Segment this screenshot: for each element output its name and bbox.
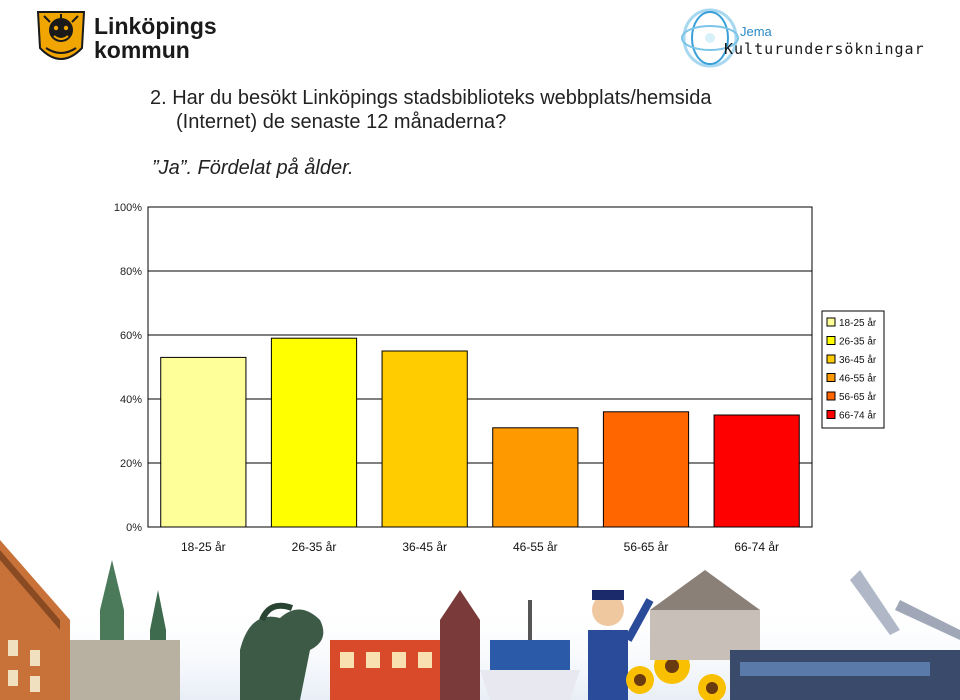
legend-label: 26-35 år: [839, 336, 877, 348]
legend-label: 56-65 år: [839, 391, 877, 403]
bar-4: [492, 427, 579, 528]
question-title: 2. Har du besökt Linköpings stadsbibliot…: [150, 86, 870, 134]
bar-2: [270, 337, 358, 528]
x-tick-label: 18-25 år: [181, 540, 226, 554]
legend-label: 36-45 år: [839, 354, 877, 366]
x-tick-label: 56-65 år: [624, 540, 669, 554]
bar-3: [381, 350, 468, 528]
legend-label: 46-55 år: [839, 373, 877, 385]
linkopings-kommun-logo: Linköpings kommun: [32, 8, 222, 68]
logo-wordmark: Linköpings kommun: [94, 14, 217, 62]
legend-box: [821, 310, 885, 429]
y-tick-label: 100%: [114, 202, 142, 214]
logo-kulturundersokningar-label: Kulturundersökningar: [724, 40, 925, 58]
logo-line-1: Linköpings: [94, 13, 217, 39]
legend-swatch: [826, 410, 836, 419]
bar-6: [713, 414, 800, 528]
y-tick-label: 40%: [120, 394, 142, 406]
bar-1: [160, 356, 247, 528]
x-tick-label: 66-74 år: [734, 540, 779, 554]
legend-swatch: [826, 391, 836, 401]
kulturundersokningar-logo: Jema Kulturundersökningar: [680, 4, 950, 72]
legend-label: 66-74 år: [839, 410, 877, 422]
question-title-line-2: (Internet) de senaste 12 månaderna?: [176, 111, 507, 133]
legend-label: 18-25 år: [839, 317, 877, 329]
x-tick-label: 26-35 år: [292, 540, 337, 554]
y-tick-label: 80%: [120, 266, 142, 278]
question-subtitle: ”Ja”. Fördelat på ålder.: [152, 157, 354, 179]
legend-swatch: [826, 373, 836, 382]
legend-swatch: [826, 336, 836, 345]
bar-5: [602, 411, 690, 528]
plot-frame: [147, 206, 813, 528]
y-tick-label: 20%: [120, 458, 142, 470]
x-tick-label: 36-45 år: [402, 540, 447, 554]
swirl-globe-icon: [681, 8, 739, 68]
logo-jema-label: Jema: [740, 24, 772, 39]
city-skyline-illustration: [0, 540, 960, 700]
y-tick-label: 0%: [126, 522, 142, 534]
x-tick-label: 46-55 år: [513, 540, 558, 554]
question-title-line-1: 2. Har du besökt Linköpings stadsbibliot…: [150, 87, 712, 109]
y-tick-label: 60%: [120, 330, 142, 342]
legend-swatch: [826, 317, 836, 327]
legend-swatch: [826, 354, 836, 364]
logo-line-2: kommun: [94, 37, 190, 63]
lion-crest-icon: [36, 11, 86, 60]
